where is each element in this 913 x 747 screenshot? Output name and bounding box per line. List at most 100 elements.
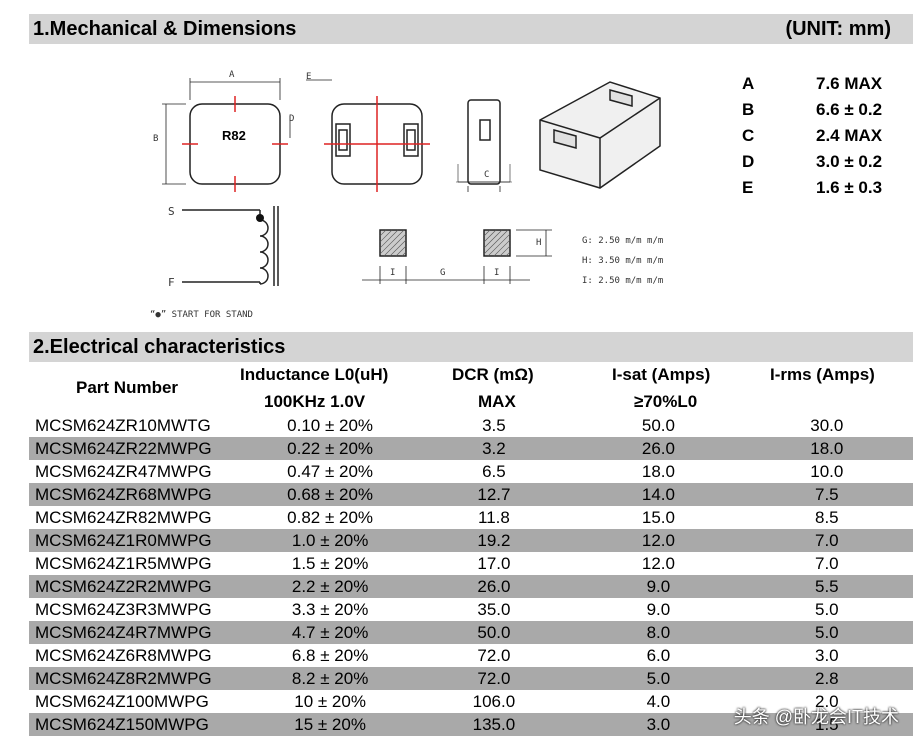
table-row: MCSM624Z6R8MWPG 6.8 ± 20% 72.0 6.0 3.0 [29,644,913,667]
dim-label-d: D [289,114,295,124]
dcr-cell: 72.0 [477,646,511,665]
top-view-marking: R82 [222,128,246,143]
section-title: 2.Electrical characteristics [33,336,286,358]
header-part-number: Part Number [76,378,179,397]
dcr-cell: 35.0 [477,600,511,619]
irms-cell: 5.5 [740,575,913,598]
isat-cell: 9.0 [646,600,671,619]
inductance-cell: 0.68 ± 20% [248,483,412,506]
table-row: MCSM624ZR10MWTG 0.10 ± 20% 3.5 50.0 30.0 [29,414,913,437]
dcr-cell: 3.5 [482,416,506,435]
dcr-cell: 3.2 [411,437,577,460]
table-row: MCSM624Z3R3MWPG 3.3 ± 20% 35.0 9.0 5.0 [29,598,913,621]
table-row: MCSM624Z100MWPG 10 ± 20% 106.0 4.0 2.0 [29,690,913,713]
irms-cell: 8.5 [814,508,839,527]
section-title: 1.Mechanical & Dimensions [33,18,297,40]
dimension-key: A [742,74,755,93]
dim-label-e: E [306,72,312,82]
part-number-cell: MCSM624ZR22MWPG [29,437,249,460]
irms-cell: 5.0 [814,600,839,619]
dim-label-b: B [153,134,159,144]
part-number-cell: MCSM624Z2R2MWPG [29,575,249,598]
irms-cell: 3.0 [814,646,839,665]
dimension-value: 6.6 ± 0.2 [816,100,883,119]
isat-cell: 15.0 [641,508,675,527]
irms-cell: 5.0 [740,621,913,644]
isat-cell: 26.0 [576,437,741,460]
irms-cell: 7.0 [814,554,839,573]
inductance-cell: 1.0 ± 20% [248,529,412,552]
table-row: MCSM624Z8R2MWPG 8.2 ± 20% 72.0 5.0 2.8 [29,667,913,690]
dcr-cell: 135.0 [411,713,577,736]
inductance-cell: 2.2 ± 20% [248,575,412,598]
irms-cell: 2.8 [740,667,913,690]
irms-cell: 18.0 [740,437,913,460]
header-dcr-max: MAX [478,392,516,411]
isat-cell: 12.0 [641,554,675,573]
isat-cell: 9.0 [576,575,741,598]
isat-cell: 18.0 [641,462,675,481]
dimension-key: D [742,152,755,171]
pad-note-g: G: 2.50 m/m m/m [582,236,664,246]
dimension-value: 3.0 ± 0.2 [816,152,883,171]
start-terminal-label: S [168,205,175,218]
dimension-value: 7.6 MAX [816,74,883,93]
dcr-cell: 106.0 [472,692,516,711]
inductance-cell: 4.7 ± 20% [248,621,412,644]
inductance-cell: 0.82 ± 20% [287,508,374,527]
dcr-cell: 50.0 [411,621,577,644]
table-row: MCSM624ZR22MWPG 0.22 ± 20% 3.2 26.0 18.0 [29,437,913,460]
dimension-key: C [742,126,755,145]
irms-cell: 7.5 [740,483,913,506]
part-number-cell: MCSM624ZR47MWPG [35,462,212,481]
part-number-cell: MCSM624Z1R5MWPG [35,554,212,573]
irms-cell: 2.0 [814,692,839,711]
header-irms: I-rms (Amps) [770,365,875,384]
inductance-cell: 0.22 ± 20% [248,437,412,460]
table-row: MCSM624Z2R2MWPG 2.2 ± 20% 26.0 9.0 5.5 [29,575,913,598]
section-header-electrical: 2.Electrical characteristics [29,332,913,362]
dcr-cell: 12.7 [411,483,577,506]
part-number-cell: MCSM624ZR68MWPG [29,483,249,506]
inductance-cell: 10 ± 20% [294,692,366,711]
header-isat: I-sat (Amps) [612,365,711,384]
part-number-cell: MCSM624Z6R8MWPG [35,646,212,665]
inductance-cell: 6.8 ± 20% [291,646,369,665]
unit-label: (UNIT: mm) [785,18,891,40]
table-row: MCSM624Z1R0MWPG 1.0 ± 20% 19.2 12.0 7.0 [29,529,913,552]
inductance-cell: 0.47 ± 20% [287,462,374,481]
dcr-cell: 26.0 [411,575,577,598]
section-header-mechanical: 1.Mechanical & Dimensions (UNIT: mm) [29,14,913,44]
isat-cell: 8.0 [576,621,741,644]
table-row: MCSM624Z1R5MWPG 1.5 ± 20% 17.0 12.0 7.0 [29,552,913,575]
irms-cell: 30.0 [810,416,844,435]
table-row: MCSM624ZR47MWPG 0.47 ± 20% 6.5 18.0 10.0 [29,460,913,483]
dim-label-c: C [484,170,490,180]
start-note: “●” START FOR STAND [150,310,253,320]
dcr-cell: 19.2 [411,529,577,552]
dimension-key: B [742,100,755,119]
pad-note-h: H: 3.50 m/m m/m [582,256,664,266]
inductance-cell: 3.3 ± 20% [291,600,369,619]
header-isat-condition: ≥70%L0 [634,392,698,411]
pad-label-h: H [536,238,542,248]
isat-cell: 4.0 [646,692,671,711]
header-inductance: Inductance L0(uH) [240,365,389,384]
part-number-cell: MCSM624Z8R2MWPG [29,667,249,690]
dimension-key: E [742,178,754,197]
dcr-cell: 6.5 [482,462,506,481]
part-number-cell: MCSM624ZR10MWTG [35,416,211,435]
dim-label-a: A [229,70,235,80]
isat-cell: 3.0 [576,713,741,736]
part-number-cell: MCSM624Z150MWPG [29,713,249,736]
finish-terminal-label: F [168,276,175,289]
part-number-cell: MCSM624Z4R7MWPG [29,621,249,644]
isat-cell: 14.0 [576,483,741,506]
irms-cell: 7.0 [740,529,913,552]
part-number-cell: MCSM624ZR82MWPG [35,508,212,527]
pad-label-i1: I [390,268,396,278]
isat-cell: 12.0 [576,529,741,552]
pad-note-i: I: 2.50 m/m m/m [582,276,664,286]
dimension-value: 1.6 ± 0.3 [816,178,883,197]
pad-label-g: G [440,268,446,278]
